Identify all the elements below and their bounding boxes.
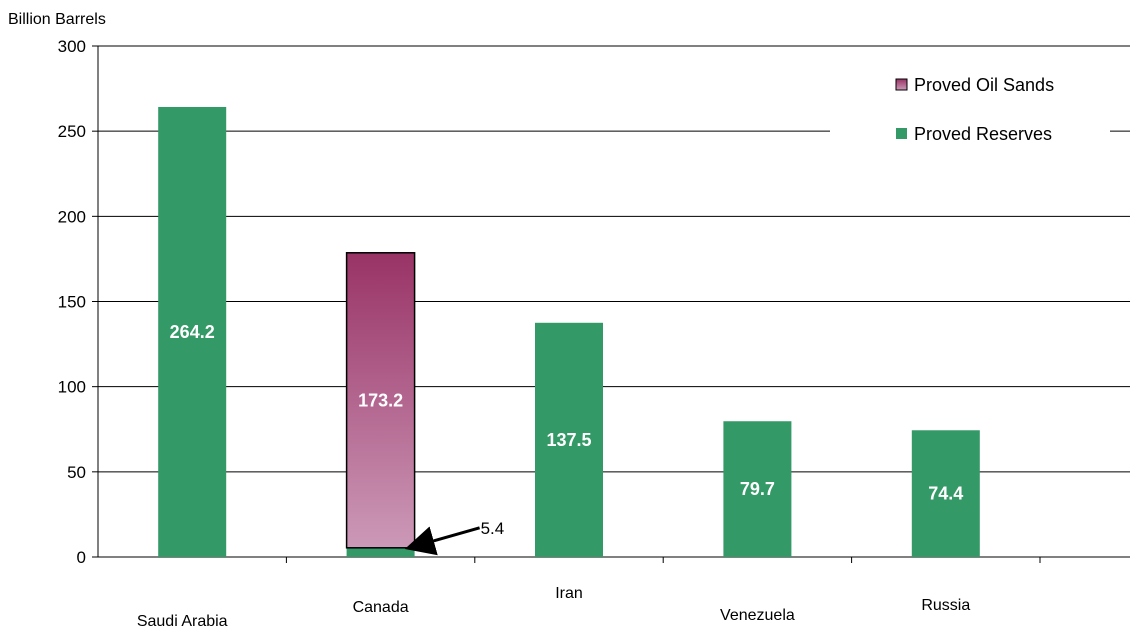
category-labels: Saudi Arabia Canada Iran Venezuela Russia — [137, 585, 971, 630]
x-category-label: Iran — [555, 585, 583, 602]
y-tick-label: 250 — [58, 122, 86, 141]
y-tick-label: 150 — [58, 293, 86, 312]
y-tick-label: 50 — [67, 463, 86, 482]
bar-proved-reserves — [535, 322, 603, 557]
x-category-label: Saudi Arabia — [137, 613, 228, 630]
x-category-label: Russia — [921, 597, 970, 614]
bar-value-label: 264.2 — [170, 322, 215, 342]
bar-value-label: 74.4 — [928, 484, 963, 504]
legend-swatch-oil-sands — [895, 78, 908, 91]
bar-proved-reserves — [911, 430, 980, 557]
bar-proved-oil-sands — [345, 252, 416, 549]
annotation-arrow: 5.4 — [404, 519, 505, 556]
bars — [158, 106, 980, 557]
bar-proved-reserves — [158, 106, 227, 557]
y-tick-label: 100 — [58, 378, 86, 397]
legend: Proved Oil Sands Proved Reserves — [830, 68, 1110, 168]
bar-proved-reserves — [723, 421, 792, 557]
bar-value-labels: 264.2 173.2 137.5 79.7 74.4 — [170, 322, 964, 504]
annotation-text: 5.4 — [481, 519, 505, 538]
bar-value-label: 173.2 — [358, 390, 403, 410]
y-tick-label: 300 — [58, 37, 86, 56]
legend-label-proved-reserves: Proved Reserves — [914, 124, 1052, 144]
annotation-arrow-line — [404, 526, 481, 556]
bar-proved-reserves — [346, 547, 415, 557]
bar-value-label: 137.5 — [546, 430, 591, 450]
legend-background — [830, 68, 1110, 168]
x-category-label: Canada — [353, 599, 409, 616]
bar-value-label: 79.7 — [740, 479, 775, 499]
x-category-label: Venezuela — [720, 607, 795, 624]
y-tick-label: 0 — [77, 548, 86, 567]
legend-label-oil-sands: Proved Oil Sands — [914, 75, 1054, 95]
y-tick-label: 200 — [58, 207, 86, 226]
axes: 0 50 100 150 200 250 300 — [58, 37, 1130, 567]
legend-swatch-proved-reserves — [896, 128, 907, 139]
y-axis-label: Billion Barrels — [8, 11, 106, 28]
